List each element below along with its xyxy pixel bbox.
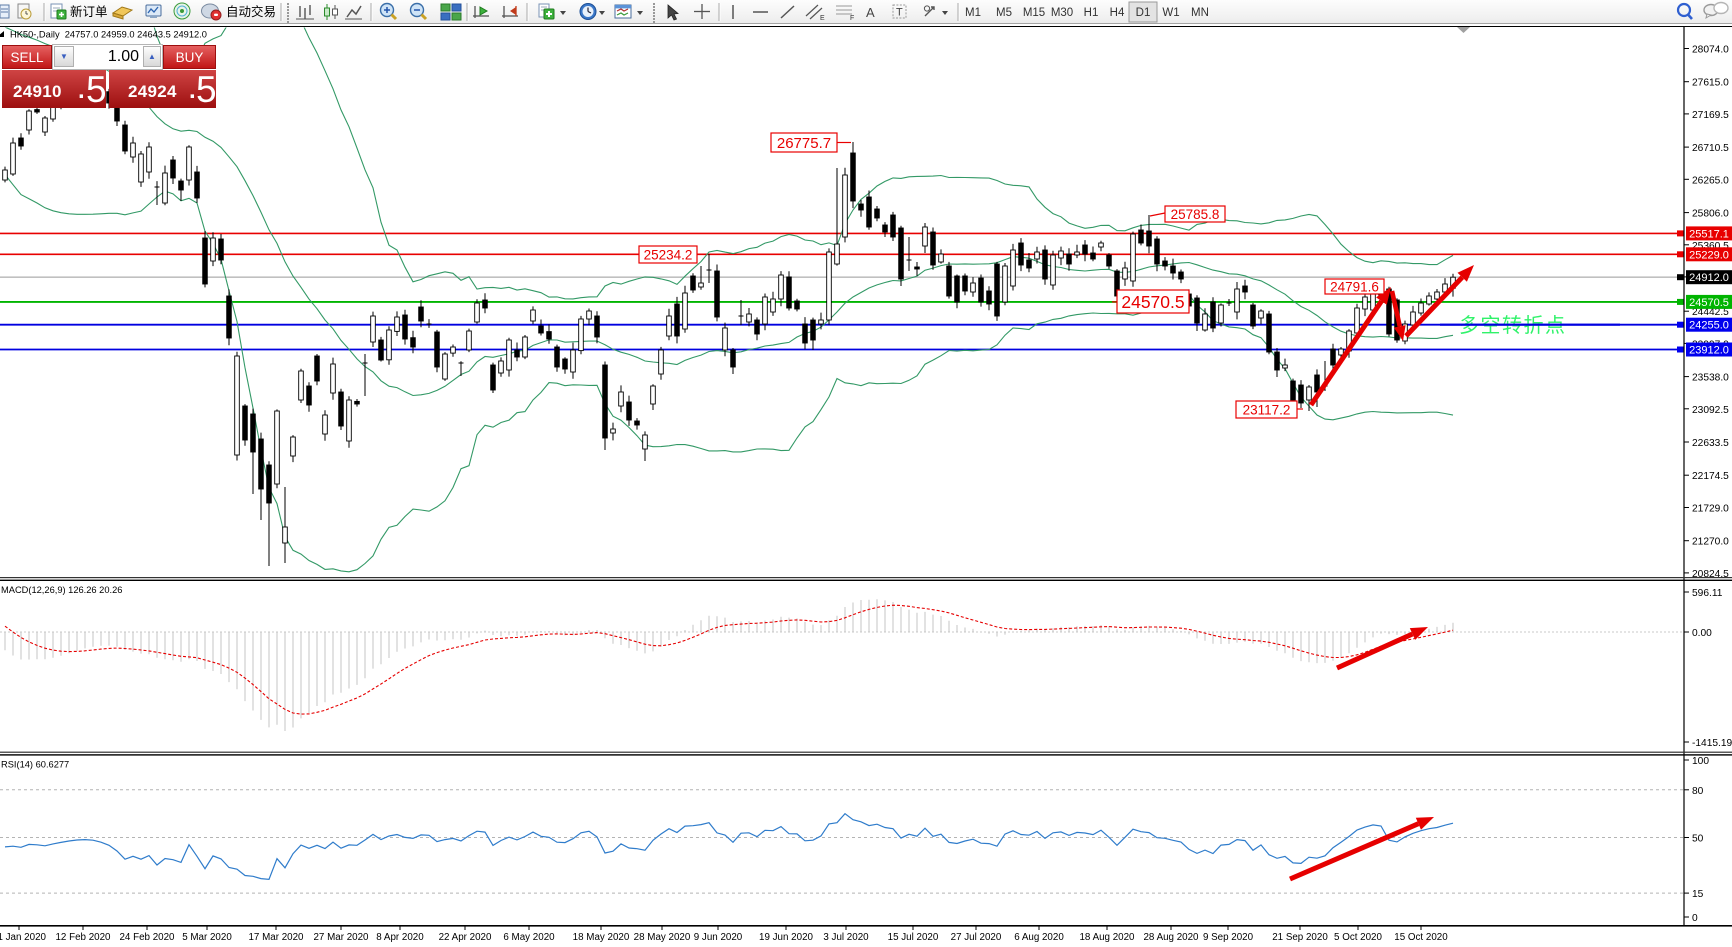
svg-text:A: A bbox=[866, 5, 875, 20]
svg-text:RSI(14) 60.6277: RSI(14) 60.6277 bbox=[1, 760, 69, 770]
svg-text:9 Sep 2020: 9 Sep 2020 bbox=[1203, 932, 1254, 943]
svg-text:15 Oct 2020: 15 Oct 2020 bbox=[1394, 932, 1448, 943]
svg-text:27169.5: 27169.5 bbox=[1692, 110, 1729, 121]
svg-text:22633.5: 22633.5 bbox=[1692, 438, 1729, 449]
svg-text:MACD(12,26,9) 126.26 20.26: MACD(12,26,9) 126.26 20.26 bbox=[1, 585, 122, 595]
svg-text:24442.5: 24442.5 bbox=[1692, 307, 1729, 318]
svg-text:D1: D1 bbox=[1136, 7, 1151, 19]
svg-text:27 Jul 2020: 27 Jul 2020 bbox=[951, 932, 1002, 943]
svg-text:21270.0: 21270.0 bbox=[1692, 537, 1729, 548]
svg-text:22 Apr 2020: 22 Apr 2020 bbox=[439, 932, 492, 943]
svg-text:20824.5: 20824.5 bbox=[1692, 569, 1729, 580]
svg-text:HK50-,Daily 24757.0 24959.0 2: HK50-,Daily 24757.0 24959.0 24643.5 2491… bbox=[10, 30, 207, 40]
svg-text:12 Feb 2020: 12 Feb 2020 bbox=[55, 932, 111, 943]
svg-text:25806.0: 25806.0 bbox=[1692, 209, 1729, 220]
svg-text:24570.5: 24570.5 bbox=[1689, 297, 1729, 309]
svg-text:5 Oct 2020: 5 Oct 2020 bbox=[1334, 932, 1382, 943]
svg-text:F: F bbox=[850, 15, 854, 22]
svg-text:15 Jul 2020: 15 Jul 2020 bbox=[888, 932, 939, 943]
svg-text:22174.5: 22174.5 bbox=[1692, 471, 1729, 482]
svg-text:50: 50 bbox=[1692, 834, 1704, 845]
svg-text:6 Aug 2020: 6 Aug 2020 bbox=[1014, 932, 1064, 943]
svg-text:W1: W1 bbox=[1162, 7, 1179, 19]
svg-text:25517.1: 25517.1 bbox=[1689, 228, 1729, 240]
svg-text:23092.5: 23092.5 bbox=[1692, 405, 1729, 416]
svg-text:28 Aug 2020: 28 Aug 2020 bbox=[1143, 932, 1199, 943]
svg-text:E: E bbox=[820, 15, 825, 22]
svg-text:26265.0: 26265.0 bbox=[1692, 175, 1729, 186]
svg-text:M30: M30 bbox=[1051, 7, 1073, 19]
svg-text:H4: H4 bbox=[1110, 7, 1125, 19]
svg-text:23117.2: 23117.2 bbox=[1243, 402, 1291, 417]
svg-text:596.11: 596.11 bbox=[1692, 588, 1723, 599]
svg-text:自动交易: 自动交易 bbox=[226, 4, 276, 19]
svg-text:24 Feb 2020: 24 Feb 2020 bbox=[119, 932, 175, 943]
svg-text:6 May 2020: 6 May 2020 bbox=[503, 932, 555, 943]
svg-text:25234.2: 25234.2 bbox=[644, 247, 693, 262]
svg-text:19 Jun 2020: 19 Jun 2020 bbox=[759, 932, 813, 943]
svg-text:80: 80 bbox=[1692, 786, 1704, 797]
svg-text:23912.0: 23912.0 bbox=[1689, 345, 1729, 357]
svg-text:M1: M1 bbox=[965, 7, 981, 19]
svg-text:3 Jul 2020: 3 Jul 2020 bbox=[823, 932, 869, 943]
svg-text:9 Jun 2020: 9 Jun 2020 bbox=[694, 932, 743, 943]
svg-text:21729.0: 21729.0 bbox=[1692, 504, 1729, 515]
svg-text:21 Sep 2020: 21 Sep 2020 bbox=[1272, 932, 1328, 943]
svg-text:25785.8: 25785.8 bbox=[1171, 207, 1220, 222]
svg-text:0: 0 bbox=[1692, 913, 1698, 924]
svg-text:H1: H1 bbox=[1084, 7, 1099, 19]
svg-text:M5: M5 bbox=[996, 7, 1012, 19]
svg-text:24912.0: 24912.0 bbox=[1689, 272, 1729, 284]
svg-text:100: 100 bbox=[1692, 756, 1709, 767]
svg-text:26775.7: 26775.7 bbox=[777, 135, 831, 152]
svg-text:18 May 2020: 18 May 2020 bbox=[573, 932, 630, 943]
svg-text:0.00: 0.00 bbox=[1692, 628, 1712, 639]
svg-text:M15: M15 bbox=[1023, 7, 1045, 19]
svg-text:24570.5: 24570.5 bbox=[1121, 292, 1184, 312]
svg-text:18 Aug 2020: 18 Aug 2020 bbox=[1079, 932, 1135, 943]
svg-text:25229.0: 25229.0 bbox=[1689, 249, 1729, 261]
svg-text:28 May 2020: 28 May 2020 bbox=[634, 932, 691, 943]
svg-text:31 Jan 2020: 31 Jan 2020 bbox=[0, 932, 47, 943]
svg-text:MN: MN bbox=[1191, 7, 1209, 19]
svg-text:5 Mar 2020: 5 Mar 2020 bbox=[182, 932, 232, 943]
svg-text:27 Mar 2020: 27 Mar 2020 bbox=[313, 932, 369, 943]
svg-text:24791.6: 24791.6 bbox=[1330, 279, 1379, 294]
svg-text:24255.0: 24255.0 bbox=[1689, 320, 1729, 332]
svg-text:17 Mar 2020: 17 Mar 2020 bbox=[248, 932, 304, 943]
svg-text:25360.5: 25360.5 bbox=[1692, 241, 1729, 252]
svg-text:23538.0: 23538.0 bbox=[1692, 373, 1729, 384]
svg-text:8 Apr 2020: 8 Apr 2020 bbox=[376, 932, 424, 943]
svg-text:15: 15 bbox=[1692, 889, 1704, 900]
svg-text:新订单: 新订单 bbox=[70, 4, 108, 19]
svg-text:-1415.19: -1415.19 bbox=[1692, 738, 1732, 749]
svg-text:27615.0: 27615.0 bbox=[1692, 78, 1729, 89]
svg-text:T: T bbox=[896, 7, 903, 19]
svg-text:26710.5: 26710.5 bbox=[1692, 143, 1729, 154]
svg-text:28074.0: 28074.0 bbox=[1692, 45, 1729, 56]
